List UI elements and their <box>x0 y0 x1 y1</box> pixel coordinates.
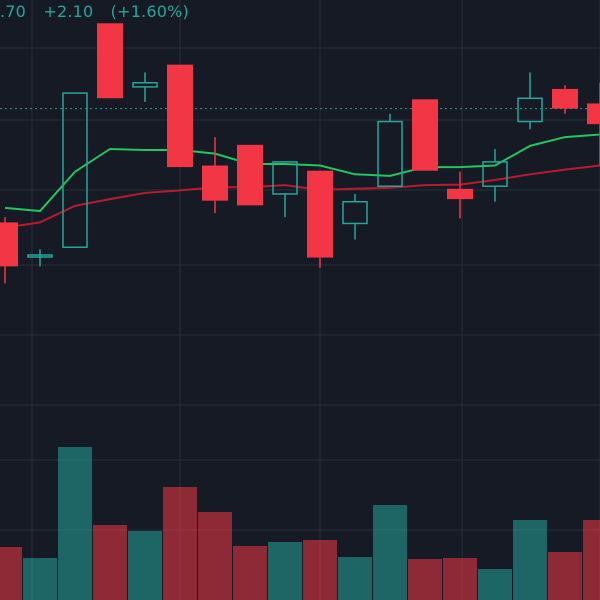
candle <box>27 249 53 267</box>
volume-bar <box>23 558 57 600</box>
volume-bar <box>233 546 267 600</box>
candle <box>447 171 473 219</box>
candles <box>0 23 600 284</box>
candle-body <box>412 99 438 171</box>
candle <box>307 170 333 268</box>
volume-bar <box>303 540 337 600</box>
price-header: .70 +2.10 (+1.60%) <box>0 2 201 21</box>
candle <box>202 137 228 214</box>
candle <box>62 92 88 248</box>
candle-body <box>167 64 193 168</box>
volume-bar <box>163 487 197 600</box>
candle <box>587 82 600 166</box>
candle-body <box>0 222 18 267</box>
candle-body <box>587 103 600 125</box>
candle <box>237 144 263 206</box>
volume-bar <box>93 525 127 600</box>
volume-bar <box>268 542 302 600</box>
volume-bars <box>0 447 600 600</box>
ma-slow-line <box>4 164 600 229</box>
volume-bar <box>548 552 582 600</box>
price-change: +2.10 <box>43 2 94 21</box>
volume-bar <box>408 559 442 600</box>
moving-averages <box>4 133 600 229</box>
candle-body <box>97 23 123 99</box>
volume-bar <box>583 520 600 600</box>
candle-body <box>62 92 88 248</box>
volume-bar <box>478 569 512 600</box>
candle <box>482 148 508 202</box>
volume-bar <box>198 512 232 600</box>
candle <box>167 64 193 168</box>
volume-bar <box>128 531 162 600</box>
volume-bar <box>513 520 547 600</box>
candle <box>377 113 403 187</box>
candle-body <box>342 200 368 225</box>
candle-body <box>202 165 228 201</box>
volume-bar <box>373 505 407 600</box>
candle <box>132 72 158 102</box>
volume-bar <box>443 558 477 600</box>
candle-body <box>482 161 508 187</box>
volume-bar <box>58 447 92 600</box>
candle-body <box>377 120 403 187</box>
candle <box>412 99 438 171</box>
volume-bar <box>338 557 372 600</box>
candle <box>342 193 368 240</box>
candle-body <box>237 144 263 206</box>
candle-body <box>132 82 158 88</box>
candle <box>0 217 18 284</box>
last-price: .70 <box>0 2 27 21</box>
candle-body <box>447 188 473 200</box>
volume-bar <box>0 547 22 600</box>
candle-body <box>272 161 298 195</box>
candle <box>97 23 123 99</box>
candle <box>517 72 543 130</box>
candle <box>272 161 298 218</box>
ma-fast-line <box>4 133 600 213</box>
candle <box>552 85 578 114</box>
price-change-percent: (+1.60%) <box>110 2 189 21</box>
candle-body <box>27 254 53 258</box>
candle-body <box>517 97 543 123</box>
candle-body <box>552 88 578 109</box>
candle-body <box>307 170 333 258</box>
